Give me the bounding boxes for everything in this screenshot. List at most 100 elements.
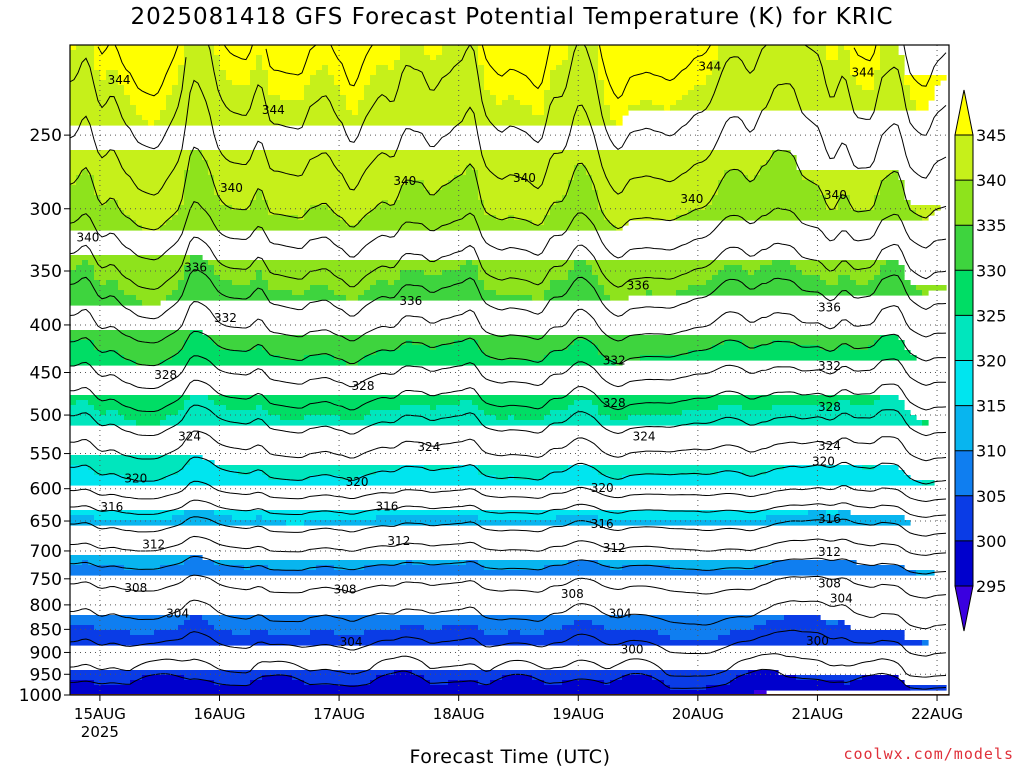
theta-cell xyxy=(268,630,311,636)
theta-cell xyxy=(70,340,95,346)
theta-cell xyxy=(874,200,911,206)
theta-cell xyxy=(70,625,95,631)
theta-cell xyxy=(292,290,305,296)
theta-cell xyxy=(70,225,143,231)
theta-cell xyxy=(604,95,683,101)
theta-cell xyxy=(916,210,935,216)
theta-cell xyxy=(70,95,131,101)
y-tick-label: 650 xyxy=(30,512,62,532)
theta-cell xyxy=(826,200,839,206)
theta-cell xyxy=(94,405,185,411)
theta-cell xyxy=(220,60,257,66)
theta-cell xyxy=(412,670,749,676)
theta-cell xyxy=(70,50,95,56)
theta-cell xyxy=(838,400,851,406)
chart-title: 2025081418 GFS Forecast Potential Temper… xyxy=(130,4,894,30)
theta-cell xyxy=(460,265,479,271)
theta-cell xyxy=(454,175,479,181)
theta-cell xyxy=(592,185,719,191)
theta-cell xyxy=(184,180,215,186)
credit-link[interactable]: coolwx.com/models xyxy=(843,745,1014,763)
theta-cell xyxy=(334,80,371,86)
theta-cell xyxy=(874,75,905,81)
theta-cell xyxy=(610,220,629,226)
theta-cell xyxy=(718,45,827,51)
theta-cell xyxy=(256,515,263,521)
colorbar-label: 335 xyxy=(976,216,1007,235)
theta-cell xyxy=(88,170,185,176)
theta-cell xyxy=(592,265,725,271)
theta-cell xyxy=(328,70,377,76)
theta-cell xyxy=(874,85,911,91)
theta-cell xyxy=(556,200,599,206)
contour-label: 332 xyxy=(214,311,237,325)
theta-cell xyxy=(424,185,443,191)
theta-cell xyxy=(388,200,395,206)
theta-cell xyxy=(70,555,191,561)
theta-cell xyxy=(214,45,401,51)
theta-cell xyxy=(160,565,245,571)
theta-cell xyxy=(70,330,191,336)
theta-cell xyxy=(910,85,935,91)
theta-cell xyxy=(484,350,551,356)
theta-cell xyxy=(358,220,533,226)
theta-cell xyxy=(358,295,533,301)
theta-cell xyxy=(436,55,479,61)
theta-cell xyxy=(262,345,401,351)
theta-cell xyxy=(70,270,95,276)
contour-label: 324 xyxy=(633,429,656,443)
theta-cell xyxy=(892,170,899,176)
contour-line xyxy=(70,574,947,599)
theta-cell xyxy=(850,400,875,406)
theta-cell xyxy=(178,350,269,356)
theta-cell xyxy=(568,560,599,566)
theta-cell xyxy=(550,80,605,86)
theta-cell xyxy=(190,455,203,461)
theta-cell xyxy=(250,200,269,206)
theta-cell xyxy=(496,475,509,481)
theta-cell xyxy=(100,410,107,416)
contour-label: 308 xyxy=(124,581,147,595)
theta-cell xyxy=(352,110,359,116)
theta-cell xyxy=(268,280,377,286)
theta-cell xyxy=(922,640,929,646)
theta-cell xyxy=(916,570,935,576)
theta-cell xyxy=(334,290,365,296)
theta-cell xyxy=(184,270,215,276)
theta-cell xyxy=(598,50,719,56)
theta-cell xyxy=(88,260,191,266)
theta-cell xyxy=(460,400,473,406)
theta-cell xyxy=(682,410,911,416)
theta-cell xyxy=(784,465,863,471)
theta-cell xyxy=(130,215,173,221)
theta-cell xyxy=(850,345,869,351)
theta-cell xyxy=(760,265,797,271)
theta-cell xyxy=(568,55,599,61)
theta-cell xyxy=(640,355,917,361)
theta-cell xyxy=(118,280,179,286)
theta-cell xyxy=(172,215,299,221)
theta-cell xyxy=(136,295,167,301)
theta-cell xyxy=(184,195,221,201)
theta-cell xyxy=(142,300,161,306)
theta-cell xyxy=(250,80,269,86)
theta-cell xyxy=(478,60,563,66)
theta-cell xyxy=(370,410,485,416)
theta-cell xyxy=(328,205,377,211)
theta-cell xyxy=(286,520,305,526)
theta-cell xyxy=(208,260,467,266)
theta-cell xyxy=(232,280,251,286)
theta-cell xyxy=(550,85,605,91)
theta-cell xyxy=(316,70,329,76)
y-tick-label: 800 xyxy=(30,596,62,616)
theta-cell xyxy=(478,45,569,51)
theta-cell xyxy=(160,420,923,426)
theta-cell xyxy=(874,205,911,211)
theta-cell xyxy=(484,280,551,286)
theta-cell xyxy=(184,620,209,626)
theta-cell xyxy=(544,95,605,101)
theta-cell xyxy=(916,100,929,106)
contour-label: 328 xyxy=(818,400,841,414)
theta-cell xyxy=(574,260,587,266)
theta-cell xyxy=(106,200,119,206)
